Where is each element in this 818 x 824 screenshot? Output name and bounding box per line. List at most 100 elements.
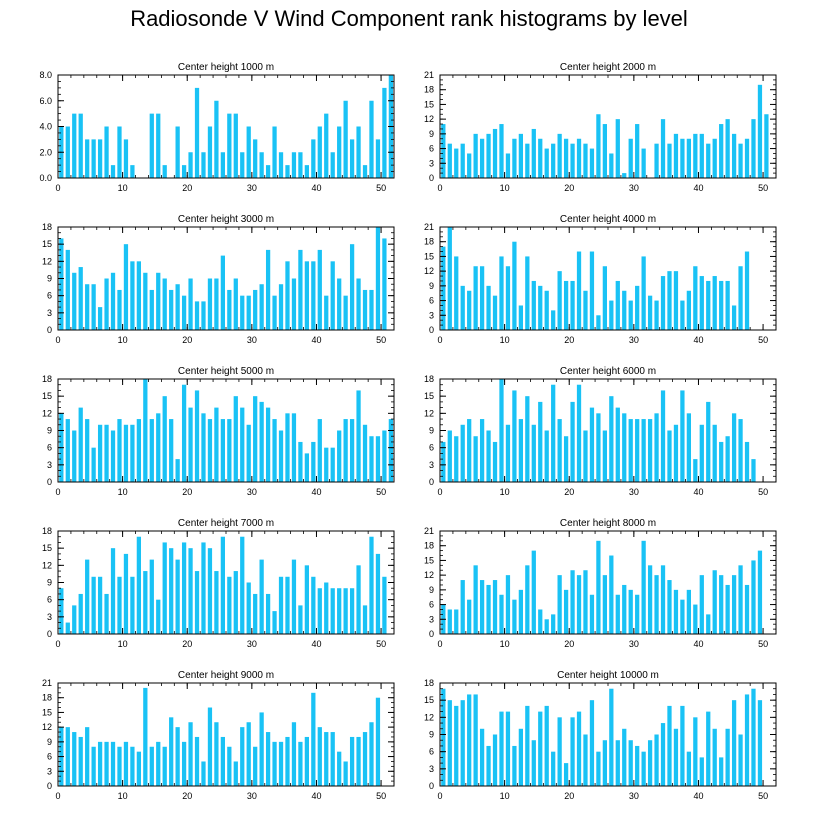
histogram-bar	[337, 430, 342, 482]
histogram-bar	[538, 401, 543, 482]
x-tick-label: 20	[182, 791, 192, 801]
histogram-bar	[596, 315, 601, 330]
x-tick-label: 20	[182, 335, 192, 345]
histogram-bar	[699, 424, 704, 482]
x-tick-label: 50	[758, 183, 768, 193]
x-tick-label: 0	[55, 487, 60, 497]
histogram-bar	[505, 575, 511, 634]
y-tick-label: 3	[47, 612, 52, 622]
panel-title: Center height 10000 m	[557, 670, 659, 681]
histogram-bar	[544, 430, 549, 482]
histogram-bar	[201, 761, 206, 786]
histogram-bar	[447, 609, 452, 634]
histogram-bar	[712, 138, 717, 178]
histogram-bar	[343, 419, 348, 482]
histogram-bar	[330, 588, 335, 634]
y-tick-label: 12	[42, 560, 52, 570]
histogram-bar	[641, 419, 646, 482]
histogram-bar	[78, 593, 83, 634]
histogram-bar	[349, 588, 355, 634]
histogram-bar	[175, 459, 180, 482]
x-tick-label: 0	[55, 791, 60, 801]
histogram-bar	[117, 289, 122, 330]
histogram-bar	[525, 256, 530, 330]
y-tick-label: 0	[429, 477, 434, 487]
x-tick-label: 40	[311, 639, 321, 649]
histogram-bar	[757, 700, 763, 786]
histogram-bar	[680, 300, 685, 330]
x-tick-label: 10	[118, 487, 128, 497]
histogram-bar	[330, 152, 335, 178]
histogram-bar	[240, 152, 245, 178]
y-tick-label: 15	[42, 543, 52, 553]
histogram-panel-8: Center height 8000 m 0 10 20 30 40 50 0 3 6 9 12 15 1…	[424, 518, 777, 649]
y-tick-label: 6	[429, 600, 434, 610]
histogram-bar	[227, 113, 232, 179]
y-tick-label: 3	[47, 308, 52, 318]
histogram-bar	[680, 138, 685, 178]
histogram-bar	[525, 143, 530, 178]
histogram-bar	[143, 571, 148, 634]
y-tick-label: 3	[429, 460, 434, 470]
y-tick-label: 0	[47, 477, 52, 487]
histogram-bar	[667, 430, 672, 482]
histogram-bar	[686, 413, 691, 482]
histogram-bar	[362, 424, 368, 482]
panel-title: Center height 4000 m	[560, 214, 656, 225]
histogram-bar	[738, 734, 743, 786]
histogram-bar	[686, 290, 691, 330]
histogram-bar	[65, 622, 70, 634]
y-tick-label: 18	[42, 526, 52, 536]
histogram-bar	[460, 700, 465, 786]
histogram-bar	[233, 113, 238, 179]
y-tick-label: 15	[42, 707, 52, 717]
histogram-bar	[738, 143, 743, 178]
x-tick-label: 50	[376, 183, 386, 193]
histogram-bar	[194, 87, 200, 179]
histogram-bar	[712, 276, 717, 330]
histogram-bar	[686, 589, 691, 634]
histogram-bar	[207, 548, 213, 634]
histogram-bar	[143, 272, 148, 330]
histogram-panel-7: Center height 7000 m 0 10 20 30 40 50 0 3 6 9 12 15 1…	[42, 518, 395, 649]
histogram-bar	[673, 133, 679, 178]
histogram-bar	[291, 152, 297, 178]
y-tick-label: 18	[42, 374, 52, 384]
y-tick-label: 3	[429, 764, 434, 774]
histogram-bar	[362, 165, 368, 179]
histogram-bar	[214, 722, 219, 786]
histogram-bar	[576, 575, 582, 634]
histogram-bar	[220, 419, 225, 482]
histogram-bar	[660, 390, 666, 482]
x-tick-label: 10	[500, 335, 510, 345]
histogram-bar	[91, 576, 96, 634]
histogram-bar	[673, 589, 679, 634]
histogram-bar	[181, 295, 187, 330]
histogram-bar	[369, 436, 374, 482]
histogram-bar	[253, 746, 258, 786]
histogram-bar	[304, 736, 309, 786]
histogram-bar	[85, 419, 90, 482]
x-tick-label: 40	[311, 183, 321, 193]
y-tick-label: 6	[47, 443, 52, 453]
histogram-bar	[589, 700, 595, 786]
histogram-bar	[214, 278, 219, 330]
histogram-bar	[744, 251, 750, 330]
histogram-bar	[330, 447, 335, 482]
histogram-bar	[609, 396, 614, 482]
histogram-bar	[486, 745, 491, 786]
histogram-bar	[499, 379, 504, 482]
histogram-bar	[227, 289, 232, 330]
histogram-bar	[479, 728, 485, 786]
histogram-bar	[731, 575, 737, 634]
histogram-bar	[641, 540, 646, 634]
histogram-bar	[356, 736, 361, 786]
histogram-bar	[731, 413, 737, 482]
histogram-bar	[615, 407, 620, 482]
x-tick-label: 10	[118, 639, 128, 649]
histogram-bar	[460, 424, 465, 482]
histogram-bar	[246, 424, 251, 482]
histogram-bar	[97, 139, 103, 179]
histogram-bar	[110, 272, 116, 330]
histogram-bar	[291, 413, 297, 482]
